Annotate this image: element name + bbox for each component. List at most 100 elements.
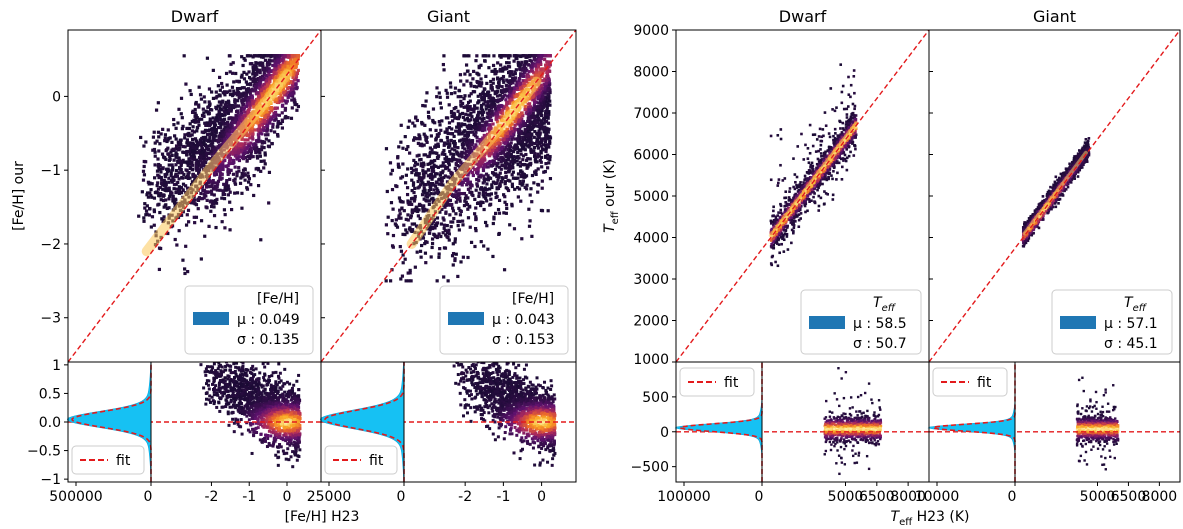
density-cell bbox=[197, 149, 202, 153]
residual-cell bbox=[217, 359, 220, 362]
density-cell bbox=[176, 140, 180, 144]
residual-cell bbox=[229, 371, 233, 375]
residual-cell bbox=[212, 362, 216, 366]
density-cell bbox=[203, 100, 207, 104]
residual-cell bbox=[267, 392, 271, 396]
density-cell bbox=[279, 121, 283, 126]
density-cell bbox=[284, 101, 288, 105]
density-cell bbox=[227, 129, 231, 133]
density-cell bbox=[277, 57, 281, 62]
density-cell bbox=[531, 111, 535, 116]
density-cell bbox=[237, 104, 241, 108]
residual-cell bbox=[215, 375, 219, 379]
density-cell bbox=[221, 167, 225, 172]
residual-cell bbox=[228, 405, 232, 409]
density-cell bbox=[426, 174, 430, 178]
density-cell bbox=[170, 163, 174, 167]
density-cell bbox=[269, 115, 273, 119]
density-cell bbox=[265, 54, 270, 58]
density-cell bbox=[467, 138, 471, 142]
density-cell bbox=[214, 90, 218, 94]
density-cell bbox=[532, 149, 536, 153]
density-cell bbox=[274, 99, 278, 103]
density-cell bbox=[453, 237, 457, 241]
density-cell bbox=[204, 205, 208, 209]
density-cell bbox=[410, 170, 414, 175]
density-cell bbox=[473, 120, 477, 124]
density-cell bbox=[492, 215, 496, 219]
density-cell bbox=[220, 220, 224, 224]
density-cell bbox=[232, 80, 236, 84]
density-cell bbox=[224, 107, 228, 111]
residual-cell bbox=[231, 392, 235, 396]
residual-cell bbox=[270, 392, 274, 396]
density-cell bbox=[285, 91, 289, 95]
density-cell bbox=[153, 154, 157, 158]
density-cell bbox=[264, 109, 268, 114]
residual-cell bbox=[297, 405, 301, 409]
density-cell bbox=[290, 82, 295, 86]
residual-cell bbox=[233, 394, 237, 398]
density-cell bbox=[484, 107, 488, 111]
residual-cell bbox=[239, 425, 243, 429]
density-cell bbox=[461, 180, 465, 185]
density-cell bbox=[149, 188, 153, 192]
residual-cell bbox=[253, 416, 257, 420]
residual-cell bbox=[220, 370, 224, 374]
density-cell bbox=[211, 186, 215, 190]
residual-cell bbox=[242, 382, 246, 386]
residual-cell bbox=[215, 405, 219, 409]
density-cell bbox=[248, 90, 252, 94]
density-cell bbox=[218, 175, 222, 179]
residual-cell bbox=[240, 372, 244, 376]
density-cell bbox=[149, 193, 153, 198]
density-cell bbox=[166, 138, 170, 142]
residual-cell bbox=[263, 408, 267, 412]
density-cell bbox=[252, 79, 256, 83]
density-cell bbox=[150, 182, 154, 186]
density-cell bbox=[276, 120, 280, 124]
residual-cell bbox=[212, 380, 216, 384]
density-cell bbox=[258, 71, 262, 75]
density-cell bbox=[214, 134, 218, 138]
density-cell bbox=[261, 111, 265, 115]
density-cell bbox=[265, 119, 269, 124]
density-cell bbox=[530, 141, 534, 145]
density-cell bbox=[205, 132, 210, 137]
density-cell bbox=[461, 255, 465, 259]
density-cell bbox=[255, 67, 259, 71]
density-cell bbox=[408, 271, 412, 275]
density-cell bbox=[186, 269, 190, 274]
density-cell bbox=[444, 233, 448, 237]
residual-cell bbox=[247, 418, 251, 422]
density-cell bbox=[236, 99, 240, 103]
density-cell bbox=[505, 109, 509, 113]
density-cell bbox=[177, 188, 182, 192]
density-cell bbox=[211, 129, 215, 133]
density-cell bbox=[271, 125, 275, 129]
residual-cell bbox=[277, 425, 281, 429]
residual-cell bbox=[232, 421, 236, 425]
residual-cell bbox=[221, 370, 225, 374]
density-cell bbox=[250, 99, 255, 103]
density-cell bbox=[156, 130, 161, 134]
density-cell bbox=[478, 128, 482, 132]
density-cell bbox=[227, 54, 231, 58]
density-cell bbox=[462, 203, 467, 208]
density-cell bbox=[236, 114, 240, 119]
density-cell bbox=[449, 225, 453, 229]
density-cell bbox=[205, 56, 210, 60]
density-cell bbox=[262, 73, 266, 77]
density-cell bbox=[243, 173, 247, 177]
density-cell bbox=[257, 138, 261, 142]
residual-cell bbox=[263, 362, 267, 364]
density-cell bbox=[191, 149, 195, 153]
density-cell bbox=[516, 172, 521, 176]
density-cell bbox=[544, 161, 548, 166]
residual-cell bbox=[223, 376, 227, 380]
density-cell bbox=[211, 135, 216, 139]
density-cell bbox=[240, 142, 244, 146]
fit-legend-label: fit bbox=[116, 453, 131, 469]
density-cell bbox=[516, 176, 520, 180]
residual-cell bbox=[293, 417, 297, 421]
